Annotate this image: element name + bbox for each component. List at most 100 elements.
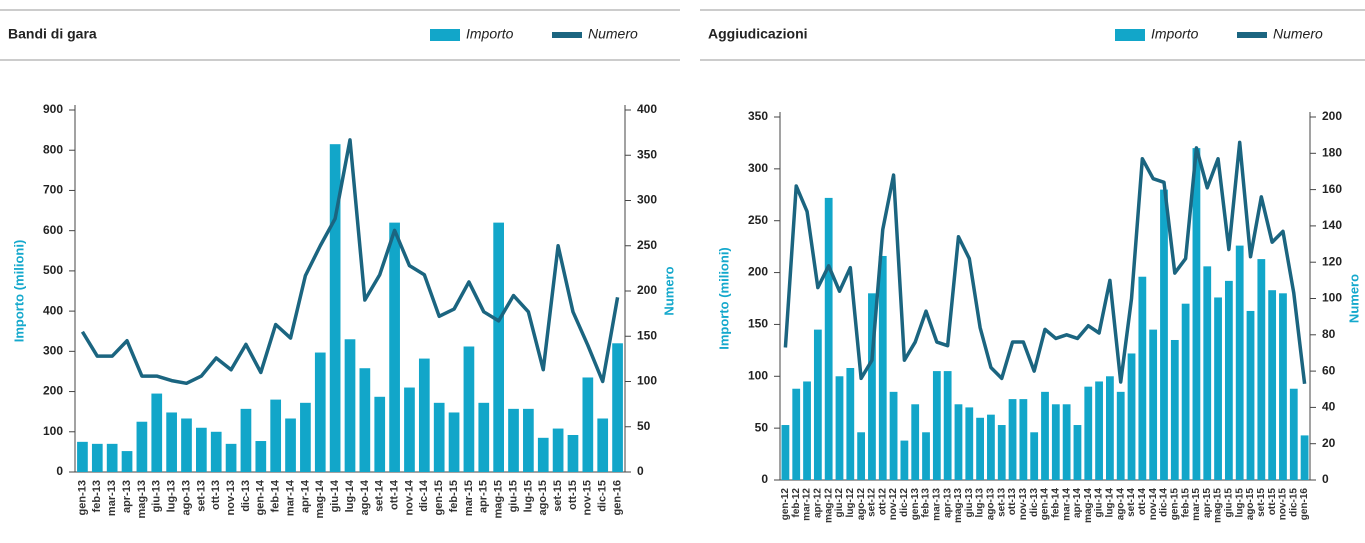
- y-tick-label: 900: [43, 102, 63, 116]
- bar: [1224, 280, 1233, 480]
- x-tick-label: nov-13: [1018, 488, 1029, 521]
- x-tick-label: mag-14: [314, 479, 326, 518]
- bar: [1279, 293, 1287, 480]
- x-tick-label: giu-13: [151, 480, 163, 512]
- bar: [344, 339, 356, 472]
- x-tick-label: apr-13: [942, 488, 953, 518]
- x-tick-label: lug-15: [1234, 488, 1245, 518]
- y2-tick-label: 400: [637, 102, 657, 116]
- bar: [868, 293, 876, 480]
- bar: [508, 408, 519, 472]
- x-tick-label: nov-13: [225, 480, 237, 515]
- x-tick-label: mar-15: [1191, 488, 1202, 521]
- chart-panel: Bandi di gara Importo Numero 0 100 200 300 400 5…: [0, 9, 680, 519]
- y-tick-label: 400: [43, 303, 63, 317]
- bar: [1062, 404, 1071, 480]
- bar: [374, 396, 386, 472]
- x-tick-label: mar-13: [106, 480, 118, 516]
- y2-tick-label: 0: [637, 464, 644, 478]
- x-tick-label: giu-14: [1094, 488, 1105, 518]
- y-tick-label: 200: [748, 265, 768, 279]
- y-tick-label: 700: [43, 183, 63, 197]
- x-tick-label: mag-13: [953, 488, 964, 523]
- bar: [943, 371, 952, 480]
- bar: [418, 358, 430, 472]
- x-tick-label: dic-15: [1288, 488, 1299, 517]
- y-tick-label: 150: [748, 317, 768, 331]
- bar: [900, 440, 909, 480]
- x-tick-label: set-12: [867, 488, 878, 517]
- bar: [1084, 386, 1093, 480]
- x-tick-label: apr-14: [299, 479, 311, 513]
- x-tick-label: giu-15: [507, 480, 519, 512]
- y2-tick-label: 80: [1322, 327, 1336, 341]
- bar: [1041, 391, 1049, 480]
- x-tick-label: ago-14: [359, 479, 371, 515]
- bar: [1181, 303, 1190, 480]
- y2-tick-label: 180: [1322, 145, 1342, 159]
- x-tick-label: gen-13: [76, 480, 88, 515]
- bar: [1235, 245, 1244, 480]
- x-tick-label: set-14: [1126, 488, 1137, 517]
- bar: [954, 404, 963, 480]
- x-tick-label: nov-14: [1148, 488, 1159, 521]
- bar: [1138, 276, 1147, 480]
- x-tick-label: feb-12: [791, 488, 802, 518]
- bar: [1268, 290, 1277, 480]
- y-tick-label: 300: [748, 161, 768, 175]
- y-tick-label: 0: [56, 464, 63, 478]
- y-tick-label: 250: [748, 213, 768, 227]
- x-tick-label: giu-15: [1224, 488, 1235, 518]
- bar: [792, 388, 801, 480]
- x-tick-label: set-14: [374, 479, 386, 512]
- x-tick-label: lug-13: [975, 488, 986, 518]
- y-tick-label: 200: [43, 384, 63, 398]
- x-tick-label: ott-15: [567, 480, 579, 510]
- bar: [77, 441, 88, 472]
- bar: [329, 144, 341, 472]
- x-tick-label: gen-14: [1040, 488, 1051, 521]
- x-tick-label: feb-14: [270, 479, 282, 512]
- x-tick-label: ott-15: [1267, 488, 1278, 516]
- bar: [932, 371, 941, 480]
- bar: [91, 443, 103, 472]
- x-tick-label: mar-14: [1061, 488, 1072, 521]
- legend-label: Importo: [1151, 26, 1199, 42]
- bar: [597, 418, 609, 472]
- bar: [1214, 297, 1222, 480]
- x-tick-label: mar-12: [802, 488, 813, 521]
- x-tick-label: gen-16: [1299, 488, 1310, 521]
- x-tick-label: apr-13: [121, 480, 133, 513]
- bar: [1008, 399, 1017, 480]
- x-tick-label: dic-13: [240, 480, 252, 512]
- x-tick-label: giu-13: [964, 488, 975, 518]
- bar: [1170, 339, 1179, 480]
- chart-title: Bandi di gara: [8, 26, 97, 42]
- x-tick-label: dic-14: [418, 479, 430, 512]
- x-tick-label: feb-13: [91, 480, 103, 512]
- bar: [433, 402, 445, 472]
- y2-tick-label: 20: [1322, 436, 1336, 450]
- y2-tick-label: 200: [1322, 109, 1342, 123]
- x-tick-label: ott-13: [1007, 488, 1018, 516]
- bar: [803, 381, 811, 480]
- line-series: [783, 140, 1307, 385]
- y2-tick-label: 100: [1322, 291, 1342, 305]
- bar: [1289, 388, 1298, 480]
- x-tick-label: dic-14: [1159, 488, 1170, 517]
- bar: [493, 222, 504, 472]
- legend-label: Numero: [588, 26, 638, 42]
- bar: [1095, 381, 1103, 480]
- x-tick-label: ago-13: [180, 480, 192, 515]
- x-tick-label: mag-14: [1083, 488, 1094, 523]
- x-tick-label: nov-14: [403, 479, 415, 515]
- bar: [857, 432, 866, 480]
- x-tick-label: gen-14: [255, 479, 267, 515]
- bar: [911, 404, 920, 480]
- y-axis-label: Importo (milioni): [11, 240, 26, 343]
- bar: [965, 407, 974, 480]
- x-tick-label: gen-15: [433, 480, 445, 515]
- bar: [359, 368, 371, 472]
- bar: [976, 417, 984, 480]
- bar: [448, 412, 460, 472]
